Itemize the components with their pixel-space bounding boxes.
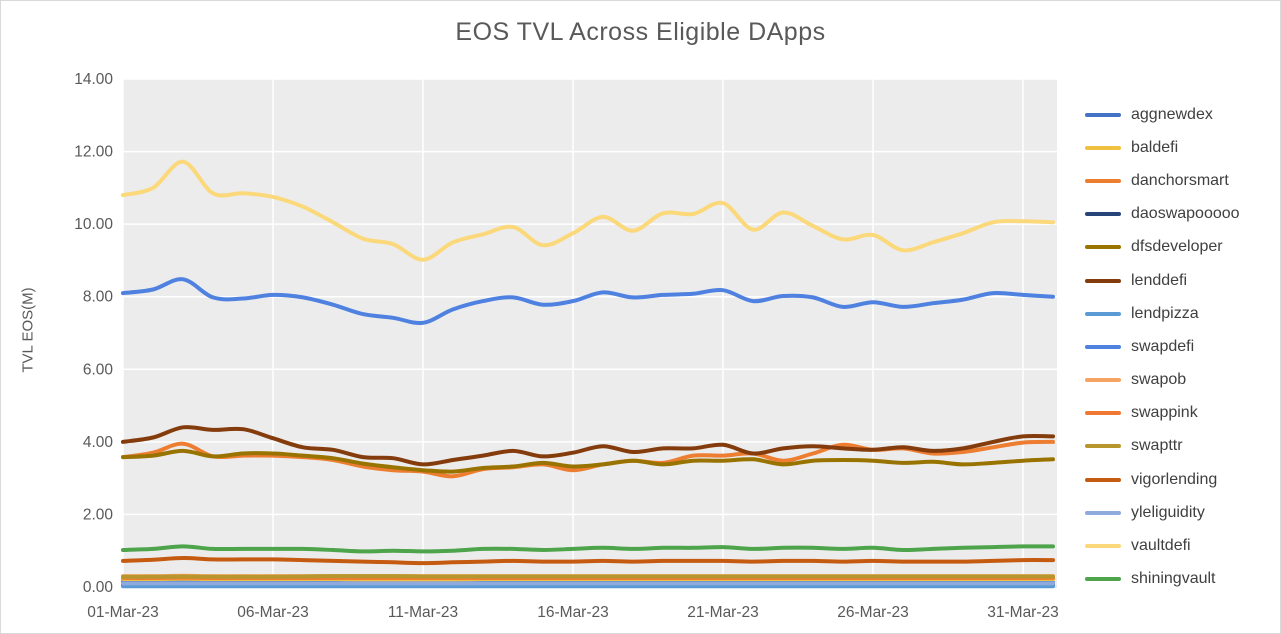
plot-background [123, 79, 1057, 587]
grid-lines [122, 78, 1057, 588]
legend-label: swapdefi [1131, 337, 1195, 355]
legend-label: lendpizza [1131, 304, 1199, 322]
legend-item-swapttr: swapttr [1085, 430, 1275, 463]
series-line-vigorlending [121, 555, 1055, 566]
legend-swatch [1085, 444, 1121, 449]
x-tick-label: 01-Mar-23 [87, 604, 159, 621]
series-line-shiningvault [121, 544, 1055, 554]
legend-label: aggnewdex [1131, 105, 1213, 123]
y-tick-labels: 0.00 2.00 4.00 6.00 8.00 10.00 12.00 14.00 [74, 71, 113, 596]
y-tick-label: 14.00 [74, 71, 113, 88]
legend-swatch [1085, 278, 1121, 283]
legend-label: danchorsmart [1131, 171, 1229, 189]
series-lines [121, 159, 1055, 589]
legend-label: swapttr [1131, 437, 1183, 455]
legend-swatch [1085, 245, 1121, 250]
legend-swatch [1085, 544, 1121, 549]
legend-item-vigorlending: vigorlending [1085, 463, 1275, 496]
chart-title: EOS TVL Across Eligible DApps [455, 18, 826, 46]
x-tick-label: 26-Mar-23 [837, 604, 909, 621]
legend-item-lendpizza: lendpizza [1085, 297, 1275, 330]
series-line-dfsdeveloper [121, 448, 1055, 474]
legend-swatch [1085, 477, 1121, 482]
legend-item-swapob: swapob [1085, 364, 1275, 397]
legend-label: vaultdefi [1131, 537, 1191, 555]
legend-swatch [1085, 510, 1121, 515]
legend-label: lenddefi [1131, 271, 1188, 289]
series-line-vaultdefi [121, 159, 1055, 262]
legend-item-dfsdeveloper: dfsdeveloper [1085, 231, 1275, 264]
legend-label: baldefi [1131, 138, 1179, 156]
x-tick-label: 11-Mar-23 [388, 604, 458, 621]
legend-label: daoswapooooo [1131, 205, 1240, 223]
legend: aggnewdex baldefi danchorsmart daoswapooooo… [1085, 98, 1275, 596]
legend-label: shiningvault [1131, 570, 1216, 588]
legend-item-aggnewdex: aggnewdex [1085, 98, 1275, 131]
legend-item-baldefi: baldefi [1085, 131, 1275, 164]
legend-swatch [1085, 311, 1121, 316]
legend-item-lenddefi: lenddefi [1085, 264, 1275, 297]
legend-item-daoswapooooo: daoswapooooo [1085, 198, 1275, 231]
y-tick-label: 4.00 [83, 434, 114, 451]
x-tick-label: 31-Mar-23 [987, 604, 1059, 621]
legend-swatch [1085, 112, 1121, 117]
y-tick-label: 12.00 [74, 144, 113, 161]
y-tick-label: 10.00 [74, 216, 113, 233]
series-line-swapttr [121, 574, 1055, 579]
legend-swatch [1085, 145, 1121, 150]
legend-label: yleliguidity [1131, 503, 1205, 521]
legend-label: swappink [1131, 404, 1198, 422]
legend-swatch [1085, 411, 1121, 416]
legend-swatch [1085, 212, 1121, 217]
x-tick-labels: 01-Mar-23 06-Mar-23 11-Mar-23 16-Mar-23 21-M… [87, 604, 1059, 621]
y-tick-label: 2.00 [83, 506, 114, 523]
legend-item-danchorsmart: danchorsmart [1085, 164, 1275, 197]
legend-label: dfsdeveloper [1131, 238, 1223, 256]
legend-item-vaultdefi: vaultdefi [1085, 529, 1275, 562]
legend-item-swapdefi: swapdefi [1085, 330, 1275, 363]
y-tick-label: 8.00 [83, 289, 114, 306]
legend-item-shiningvault: shiningvault [1085, 563, 1275, 596]
y-tick-label: 6.00 [83, 361, 114, 378]
series-line-swapdefi [121, 277, 1055, 326]
legend-label: swapob [1131, 371, 1187, 389]
legend-item-swappink: swappink [1085, 397, 1275, 430]
legend-item-yleliguidity: yleliguidity [1085, 496, 1275, 529]
x-tick-label: 16-Mar-23 [537, 604, 609, 621]
legend-swatch [1085, 178, 1121, 183]
legend-swatch [1085, 577, 1121, 582]
x-tick-label: 06-Mar-23 [237, 604, 309, 621]
legend-swatch [1085, 378, 1121, 383]
y-tick-label: 0.00 [83, 579, 114, 596]
series-line-lenddefi [121, 425, 1055, 467]
legend-label: vigorlending [1131, 470, 1218, 488]
legend-swatch [1085, 344, 1121, 349]
x-tick-label: 21-Mar-23 [687, 604, 759, 621]
